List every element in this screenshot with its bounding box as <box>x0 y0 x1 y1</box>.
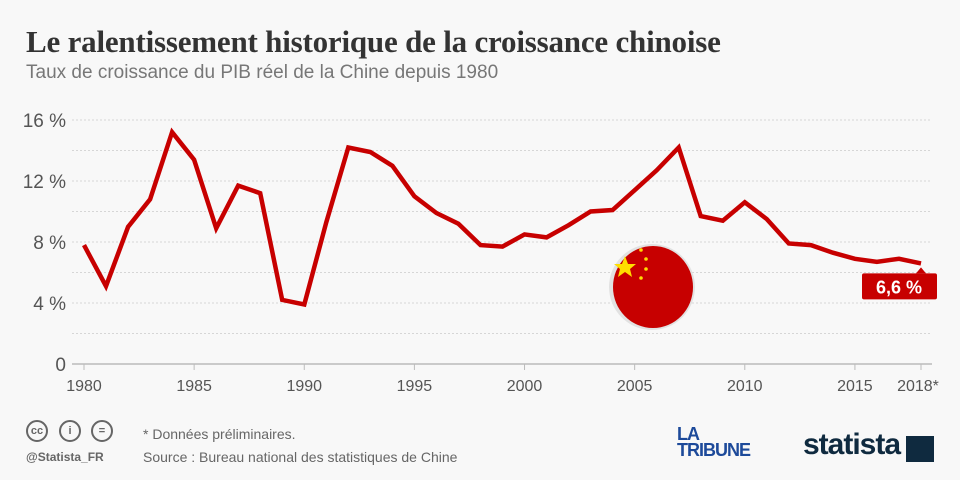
x-tick-label: 2010 <box>727 378 763 395</box>
x-tick-label: 2015 <box>837 378 873 395</box>
chart-subtitle: Taux de croissance du PIB réel de la Chi… <box>26 62 499 83</box>
chart-title: Le ralentissement historique de la crois… <box>26 24 721 59</box>
series-line <box>82 127 922 308</box>
annotation-label: 6,6 % <box>876 277 922 297</box>
annotation-box <box>862 273 937 300</box>
annotation-pointer <box>916 267 926 274</box>
y-tick-label: 16 % <box>23 111 66 132</box>
y-tick-label: 12 % <box>23 172 66 193</box>
footnote: * Données préliminaires. <box>143 426 296 442</box>
x-tick-label: 1995 <box>397 378 433 395</box>
line-chart: 0 4 % 8 % 12 % 16 % 1980 1985 1990 1995 2000 2005 2… <box>23 111 939 395</box>
x-tick-label: 1980 <box>66 378 102 395</box>
statista-logo: statista <box>803 428 901 461</box>
x-tick-label: 2000 <box>507 378 543 395</box>
y-tick-label: 8 % <box>33 233 66 254</box>
x-tick-label: 1985 <box>176 378 212 395</box>
statista-handle[interactable]: @Statista_FR <box>26 450 104 464</box>
statista-logo-icon <box>906 436 934 462</box>
y-tick-label: 4 % <box>33 294 66 315</box>
x-tick-label: 1990 <box>286 378 322 395</box>
cc-license-icon: cc <box>26 420 48 442</box>
x-tick-label: 2005 <box>617 378 653 395</box>
china-flag-icon <box>609 244 695 330</box>
attribution-icon: i <box>59 420 81 442</box>
no-derivatives-icon: = <box>91 420 113 442</box>
y-tick-label: 0 <box>55 355 66 376</box>
la-tribune-logo: LA TRIBUNE <box>677 424 751 460</box>
x-tick-label: 2018* <box>897 378 939 395</box>
source: Source : Bureau national des statistique… <box>143 449 458 465</box>
